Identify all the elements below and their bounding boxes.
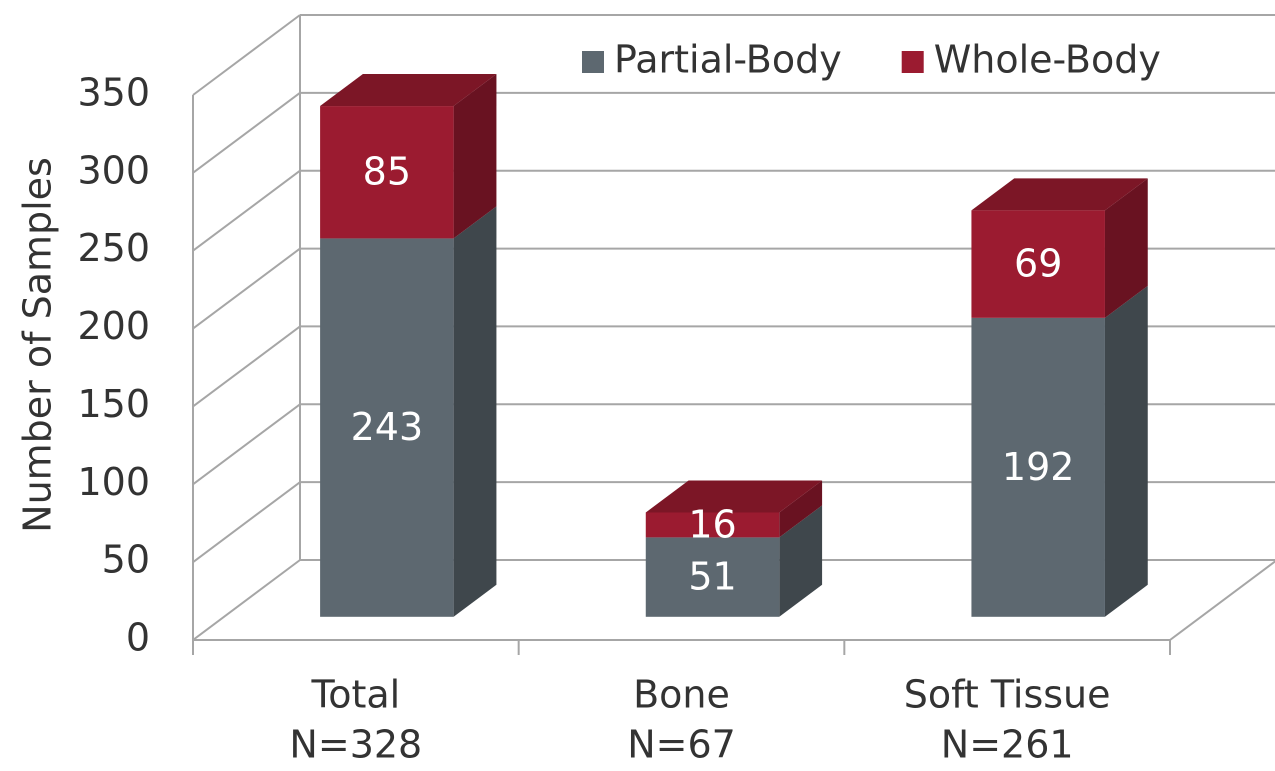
data-label: 51 — [688, 555, 736, 599]
x-tick-label: Total — [310, 673, 400, 717]
legend-label: Partial-Body — [614, 38, 842, 82]
grid-line-side — [192, 403, 301, 486]
y-tick-label: 100 — [77, 460, 150, 504]
bar-top — [320, 74, 497, 107]
grid-line-side — [192, 481, 301, 563]
grid-line-side — [192, 559, 301, 641]
bar — [320, 106, 454, 239]
grid-line-side — [192, 169, 301, 252]
y-tick-label: 0 — [126, 616, 150, 660]
legend-swatch — [582, 51, 604, 73]
bar-side — [453, 74, 497, 239]
bar-side — [453, 206, 497, 617]
bar — [645, 512, 780, 538]
bar — [971, 317, 1105, 617]
grid-line-side — [192, 247, 301, 330]
x-tick-label: Soft Tissue — [904, 673, 1111, 717]
y-tick-label: 150 — [77, 382, 150, 426]
x-tick-label: N=328 — [289, 723, 422, 767]
bar-top — [971, 178, 1148, 211]
x-tick-label: Bone — [633, 673, 730, 717]
data-label: 69 — [1014, 242, 1062, 286]
y-tick-label: 250 — [77, 226, 150, 270]
bar-side — [779, 505, 823, 617]
y-tick-label: 200 — [77, 304, 150, 348]
grid-line-side — [192, 325, 301, 408]
bar-side — [1104, 285, 1148, 617]
bar — [645, 537, 780, 617]
y-axis-label: Number of Samples — [16, 157, 60, 533]
data-label: 16 — [688, 502, 736, 546]
grid-line-side — [192, 92, 301, 174]
data-label: 192 — [1002, 445, 1075, 489]
y-tick-label: 300 — [77, 148, 150, 192]
legend-label: Whole-Body — [934, 38, 1161, 82]
bar — [320, 238, 454, 617]
grid-line-side — [192, 14, 301, 96]
bar-side — [1104, 178, 1148, 318]
bar-side — [779, 480, 823, 538]
data-label: 85 — [363, 150, 411, 194]
floor-edge — [1169, 560, 1275, 641]
y-tick-label: 350 — [77, 71, 150, 115]
bar-top — [645, 480, 823, 513]
x-tick-label: N=67 — [627, 723, 736, 767]
x-tick-label: N=261 — [941, 723, 1074, 767]
bar — [971, 210, 1105, 318]
legend-swatch — [901, 51, 924, 73]
y-tick-label: 50 — [102, 538, 150, 582]
data-label: 243 — [351, 405, 424, 449]
